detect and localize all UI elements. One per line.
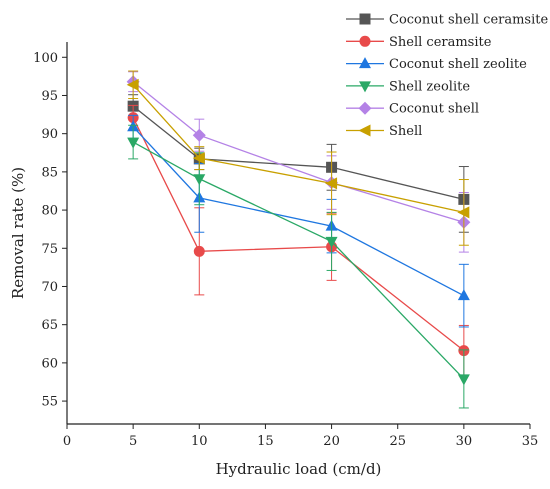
legend-marker — [359, 13, 371, 25]
data-point — [193, 245, 205, 257]
y-axis: 55 60 65 70 75 80 85 90 95 100 — [33, 42, 68, 424]
legend-item: Coconut shell zeolite — [346, 57, 527, 72]
data-point — [192, 128, 206, 142]
legend-item: Shell zeolite — [346, 79, 470, 94]
legend-label: Coconut shell — [389, 102, 479, 117]
data-point — [325, 177, 338, 190]
y-tick-label: 55 — [41, 395, 58, 410]
y-tick-label: 100 — [33, 51, 58, 66]
series-layer — [126, 70, 471, 409]
x-tick-label: 0 — [63, 434, 71, 449]
data-point — [457, 206, 470, 219]
y-tick-label: 85 — [41, 165, 58, 180]
data-point — [325, 236, 338, 248]
x-axis: 0 5 10 15 20 25 30 35 — [63, 423, 539, 449]
legend-label: Shell zeolite — [389, 79, 470, 94]
data-point — [457, 289, 470, 301]
series-shell-ceramsite — [127, 104, 470, 377]
data-point — [127, 137, 140, 149]
x-tick-label: 35 — [522, 434, 539, 449]
y-tick-label: 60 — [41, 356, 58, 371]
legend-item: Shell — [346, 124, 422, 139]
series-coconut-shell-zeolite — [127, 114, 470, 328]
y-tick-label: 95 — [41, 89, 58, 104]
x-tick-label: 5 — [129, 434, 137, 449]
series-line — [132, 141, 465, 380]
data-point — [457, 374, 470, 386]
legend-label: Coconut shell zeolite — [389, 57, 527, 72]
legend-marker — [359, 57, 371, 69]
legend-item: Coconut shell — [346, 101, 479, 117]
y-tick-label: 70 — [41, 280, 58, 295]
legend-marker — [358, 101, 372, 115]
y-tick-label: 80 — [41, 204, 58, 219]
y-axis-title: Removal rate (%) — [9, 167, 27, 299]
data-point — [193, 174, 206, 186]
legend: Coconut shell ceramsite Shell ceramsite Co… — [346, 13, 548, 139]
legend-marker — [359, 81, 371, 93]
legend-marker — [359, 35, 371, 47]
series-line — [132, 117, 465, 352]
legend-label: Shell ceramsite — [389, 35, 492, 50]
legend-marker — [358, 124, 371, 137]
legend-label: Shell — [389, 124, 422, 139]
x-tick-label: 10 — [191, 434, 208, 449]
series-line — [132, 126, 465, 297]
legend-item: Coconut shell ceramsite — [346, 13, 548, 28]
legend-label: Coconut shell ceramsite — [389, 13, 548, 28]
y-tick-label: 90 — [41, 127, 58, 142]
x-tick-label: 25 — [389, 434, 406, 449]
x-tick-label: 20 — [323, 434, 340, 449]
x-axis-title: Hydraulic load (cm/d) — [216, 460, 382, 478]
series-line — [132, 84, 464, 214]
series-shell — [126, 70, 470, 246]
x-tick-label: 30 — [456, 434, 473, 449]
y-tick-label: 65 — [41, 318, 58, 333]
series-shell-zeolite — [127, 124, 470, 409]
y-tick-label: 75 — [41, 242, 58, 257]
legend-item: Shell ceramsite — [346, 35, 492, 50]
data-point — [126, 78, 139, 91]
x-tick-label: 15 — [257, 434, 274, 449]
series-line — [132, 105, 465, 201]
series-line — [132, 81, 465, 223]
data-point — [192, 152, 205, 165]
